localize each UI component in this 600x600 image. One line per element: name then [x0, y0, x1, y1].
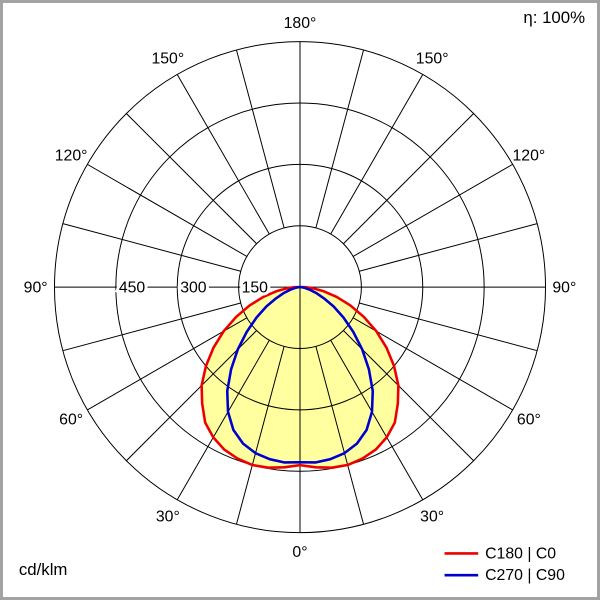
angle-label-120-left: 120° [55, 147, 88, 164]
curve-1 [225, 285, 375, 464]
grid-spoke-75 [359, 302, 538, 352]
grid-spoke-60 [352, 317, 513, 411]
polar-chart: 0° 30° 30° 60° 60° 90° 90° 120° 120° 150° 150° 180°… [19, 8, 585, 584]
curve-0 [200, 285, 400, 469]
angle-label-60-left: 60° [59, 412, 83, 429]
grid-spoke-240 [87, 163, 248, 257]
grid-spoke-135 [343, 113, 474, 245]
angle-label-60-right: 60° [517, 412, 541, 429]
angle-label-0-right: 0° [292, 544, 307, 561]
grid-spoke-210 [176, 74, 270, 235]
angle-label-30-left: 30° [156, 508, 180, 525]
angle-label-90-right: 90° [552, 280, 576, 297]
angle-label-30-right: 30° [420, 508, 444, 525]
angle-label-90-left: 90° [24, 280, 48, 297]
grid-spoke-345 [235, 346, 285, 525]
grid-spoke-30 [330, 340, 424, 501]
unit-label: cd/klm [19, 560, 68, 579]
efficiency-label: η: 100% [523, 8, 585, 27]
legend: C180 | C0 C270 | C90 [444, 545, 565, 584]
grid-spoke-315 [126, 330, 257, 462]
angle-label-120-right: 120° [513, 147, 546, 164]
angle-label-150-left: 150° [151, 51, 184, 68]
grid-spoke-225 [126, 113, 257, 245]
grid-spoke-120 [352, 163, 513, 257]
legend-label-c90: C270 | C90 [485, 567, 565, 584]
radial-label-300: 300 [180, 280, 207, 297]
intensity-curve-layer [200, 285, 400, 469]
polar-grid-layer [53, 41, 547, 534]
grid-spoke-330 [176, 340, 270, 501]
grid-spoke-165 [315, 49, 365, 228]
angle-label-180-right: 180° [284, 15, 317, 32]
legend-label-c0: C180 | C0 [485, 545, 556, 562]
grid-spoke-150 [330, 74, 424, 235]
grid-spoke-285 [62, 302, 241, 352]
grid-spoke-105 [359, 223, 538, 272]
grid-spoke-15 [315, 346, 365, 525]
grid-spoke-255 [62, 223, 241, 272]
grid-spoke-300 [87, 317, 248, 411]
angle-label-150-right: 150° [416, 51, 449, 68]
grid-spoke-195 [235, 49, 285, 228]
radial-label-450: 450 [119, 280, 146, 297]
axis-label-layer: 0° 30° 30° 60° 60° 90° 90° 120° 120° 150° 150° 180°… [24, 15, 577, 561]
grid-spoke-45 [343, 330, 474, 462]
radial-label-150: 150 [242, 280, 269, 297]
